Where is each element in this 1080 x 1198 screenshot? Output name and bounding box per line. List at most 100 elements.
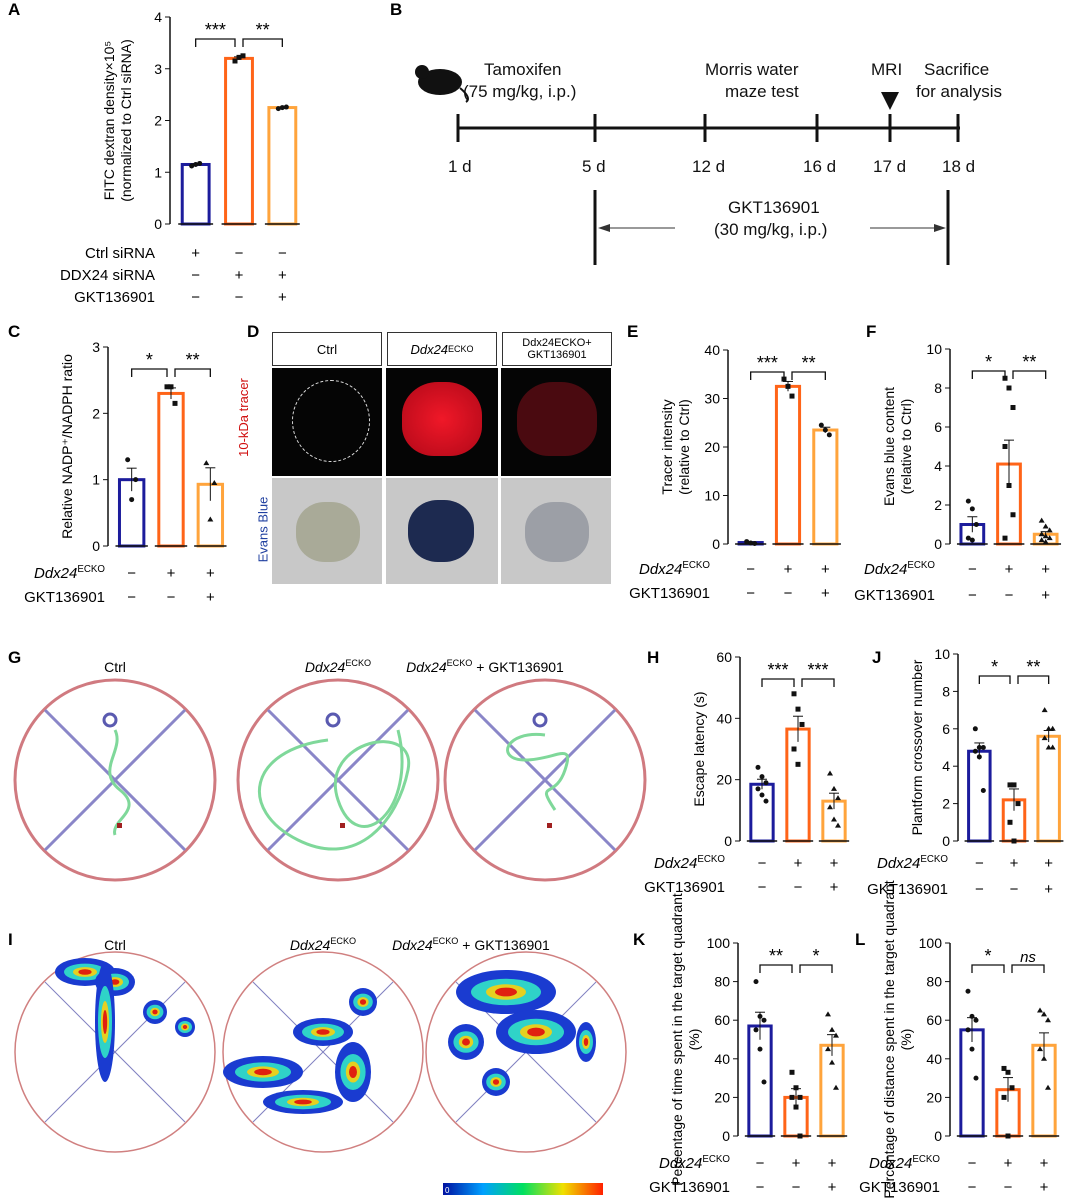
y-tick-label: 100 — [919, 935, 943, 951]
data-point — [833, 1084, 839, 1090]
data-point — [829, 1026, 835, 1032]
row-sign: + — [830, 855, 839, 872]
significance-bracket — [759, 964, 793, 973]
row-sign: + — [1010, 855, 1019, 872]
data-point — [825, 1046, 831, 1052]
row-sign: + — [1044, 855, 1053, 872]
data-point — [1002, 535, 1008, 541]
tamoxifen-label: Tamoxifen — [484, 60, 562, 79]
row-sign: + — [206, 565, 215, 582]
bar — [812, 428, 839, 546]
panel-label-j: J — [872, 648, 882, 667]
data-point — [973, 1075, 979, 1081]
y-tick-label: 0 — [92, 538, 100, 554]
row-sign: − — [968, 1155, 977, 1172]
heat-blob — [182, 1025, 188, 1029]
row-sign: − — [975, 855, 984, 872]
data-point — [1009, 1085, 1015, 1091]
data-point — [1046, 527, 1053, 533]
y-tick-label: 40 — [716, 710, 732, 726]
geno-text: Ddx24 — [410, 341, 449, 357]
data-point — [125, 457, 131, 463]
y-tick-label: 30 — [704, 391, 720, 407]
significance-label: * — [984, 946, 991, 966]
bar — [267, 106, 298, 226]
plot-title: Ddx24ECKO — [305, 658, 371, 675]
data-point — [168, 384, 174, 390]
significance-label: *** — [767, 660, 788, 680]
plot-title: Ctrl — [104, 937, 126, 953]
y-tick-label: 4 — [154, 9, 162, 25]
data-point — [972, 748, 978, 754]
heat-blob — [102, 1010, 108, 1034]
data-point — [795, 761, 801, 767]
bar — [747, 1024, 773, 1138]
row-sign: + — [1041, 561, 1050, 578]
data-point — [793, 1085, 799, 1091]
y-tick-label: 2 — [92, 405, 100, 421]
row-sign: + — [167, 565, 176, 582]
y-tick-label: 20 — [714, 1089, 730, 1105]
data-point — [791, 691, 797, 697]
significance-label: *** — [757, 353, 778, 373]
data-point — [1015, 801, 1021, 807]
panel-label-i: I — [8, 930, 13, 949]
platform-icon — [325, 712, 341, 728]
data-point — [797, 1133, 803, 1139]
data-point — [164, 384, 170, 390]
y-tick-label: 4 — [942, 758, 950, 774]
bar-chart-h: 0 20 40 60 Escape latency (s) *** *** Ddx24ECKO… — [644, 649, 850, 896]
plot-title: Ctrl — [104, 659, 126, 675]
heatmap-plot: Ctrl — [14, 937, 216, 1153]
row-sign: − — [278, 245, 287, 262]
data-point — [969, 506, 975, 512]
row-sign: + — [1004, 1155, 1013, 1172]
arrow-right-icon — [934, 224, 946, 232]
y-axis-label: Percentage of time spent in the target q… — [669, 893, 702, 1186]
y-tick-label: 8 — [942, 683, 950, 699]
data-point — [172, 400, 178, 406]
row-sign: − — [127, 589, 136, 606]
row-sign: + — [235, 267, 244, 284]
data-point — [1005, 1069, 1011, 1075]
significance-label: ** — [1022, 352, 1036, 372]
row-sign: + — [830, 879, 839, 896]
significance-bracket — [1012, 370, 1047, 379]
data-point — [1005, 1133, 1011, 1139]
row-label: Ddx24ECKO — [877, 854, 948, 872]
bar — [180, 162, 211, 226]
data-point — [1002, 444, 1008, 449]
bar — [1036, 734, 1061, 843]
y-tick-label: 10 — [704, 488, 720, 504]
row-sign: + — [821, 561, 830, 578]
data-point — [835, 822, 841, 828]
colorbar — [443, 1183, 603, 1195]
day-label: 17 d — [873, 157, 907, 176]
data-point — [1010, 512, 1016, 518]
data-point — [789, 1094, 795, 1100]
y-axis-label: Relative NADP⁺/NADPH ratio — [59, 354, 75, 539]
significance-bracket — [971, 964, 1005, 973]
data-point — [829, 1059, 835, 1065]
data-point — [1037, 1007, 1043, 1013]
bar — [157, 391, 185, 548]
data-point — [835, 795, 841, 801]
y-tick-label: 80 — [714, 974, 730, 990]
data-point — [1049, 744, 1056, 750]
data-point — [759, 774, 765, 780]
evans-image-ecko — [386, 478, 498, 584]
data-point — [753, 979, 759, 985]
row-label: Ddx24ECKO — [864, 560, 935, 578]
row-label: Ddx24ECKO — [34, 564, 105, 582]
data-point — [1006, 483, 1012, 488]
significance-label: * — [812, 946, 819, 966]
row-sign: − — [758, 879, 767, 896]
significance-bracket — [1011, 964, 1045, 973]
data-point — [827, 770, 833, 776]
row-sign: + — [794, 855, 803, 872]
data-point — [785, 383, 791, 389]
significance-bracket — [1017, 675, 1050, 684]
